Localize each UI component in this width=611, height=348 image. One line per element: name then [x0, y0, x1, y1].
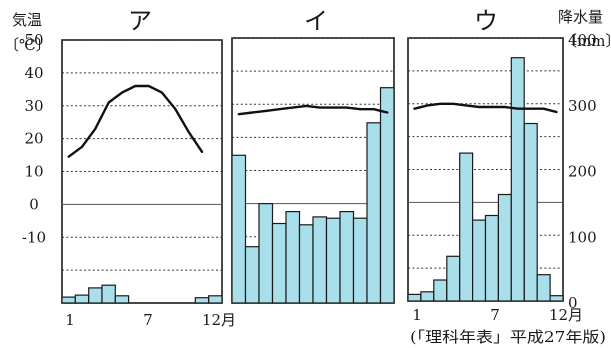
x-tick-jul-u: 7	[490, 306, 500, 324]
precipitation-bar	[549, 295, 564, 302]
precipitation-bar	[339, 211, 355, 304]
temperature-axis-unit: 〔℃〕	[4, 36, 51, 54]
precipitation-tick-label: 200	[568, 163, 597, 181]
precipitation-bar	[472, 219, 487, 302]
precipitation-bar	[510, 57, 525, 302]
chart-panel-a: ア	[61, 7, 223, 304]
precipitation-bar	[61, 296, 76, 304]
temperature-axis-label: 気温	[12, 11, 42, 29]
temperature-tick-label: 40	[24, 64, 43, 82]
precipitation-bar	[325, 217, 341, 304]
x-tick-dec-u: 12月	[549, 306, 583, 324]
temperature-tick-label: 50	[24, 31, 43, 49]
panel-a-title: ア	[128, 7, 152, 35]
panel-i-title: イ	[304, 7, 328, 35]
temperature-tick-label: 0	[29, 195, 39, 213]
precipitation-bar	[244, 246, 260, 304]
precipitation-bar	[497, 193, 512, 302]
precipitation-bar	[407, 293, 422, 302]
precipitation-bar	[271, 222, 287, 304]
chart-panel-i: イ	[231, 7, 395, 304]
precipitation-bar	[231, 154, 247, 304]
precipitation-bar	[446, 255, 461, 302]
precipitation-bar	[208, 295, 223, 304]
x-tick-jul: 7	[143, 311, 153, 329]
precipitation-bar	[379, 87, 395, 304]
precipitation-bar	[420, 291, 435, 302]
precipitation-axis-label: 降水量	[558, 8, 603, 26]
x-tick-dec: 12月	[202, 311, 236, 329]
precipitation-bar	[258, 203, 274, 304]
x-tick-jan: 1	[65, 311, 75, 329]
precipitation-tick-label: 400	[568, 31, 597, 49]
precipitation-bar	[366, 122, 382, 304]
temperature-tick-label: -10	[22, 228, 46, 246]
precipitation-bar	[352, 217, 368, 304]
chart-panel-u: ウ	[407, 7, 564, 302]
panel-u-title: ウ	[474, 7, 498, 35]
temperature-line	[237, 104, 389, 116]
precipitation-bar	[298, 224, 314, 304]
precipitation-bar	[523, 122, 538, 302]
precipitation-bar	[536, 274, 551, 302]
precipitation-tick-label: 100	[568, 228, 597, 246]
temperature-tick-label: 20	[24, 130, 43, 148]
precipitation-bar	[114, 295, 130, 304]
precipitation-bar	[194, 297, 210, 304]
precipitation-axis-ticks: 400 300 200 100 0	[568, 31, 597, 312]
precipitation-bar	[459, 152, 474, 302]
precipitation-bar	[433, 279, 448, 302]
x-tick-jan-u: 1	[412, 306, 422, 324]
source-note: (「理科年表」平成27年版)	[410, 328, 606, 346]
temperature-tick-label: 10	[24, 163, 43, 181]
precipitation-tick-label: 0	[568, 294, 578, 312]
temperature-line	[413, 102, 558, 114]
precipitation-axis-unit: 〔mm〕	[562, 32, 611, 50]
precipitation-bar	[285, 211, 301, 304]
precipitation-bar	[74, 294, 90, 304]
temperature-line	[67, 84, 204, 158]
precipitation-bar	[101, 284, 116, 304]
temperature-tick-label: 30	[24, 97, 43, 115]
precipitation-tick-label: 300	[568, 97, 597, 115]
precipitation-bar	[484, 214, 499, 302]
precipitation-bar	[312, 216, 328, 304]
temperature-axis-ticks: 50 40 30 20 10 0 -10	[22, 31, 46, 246]
precipitation-bar	[88, 287, 103, 304]
